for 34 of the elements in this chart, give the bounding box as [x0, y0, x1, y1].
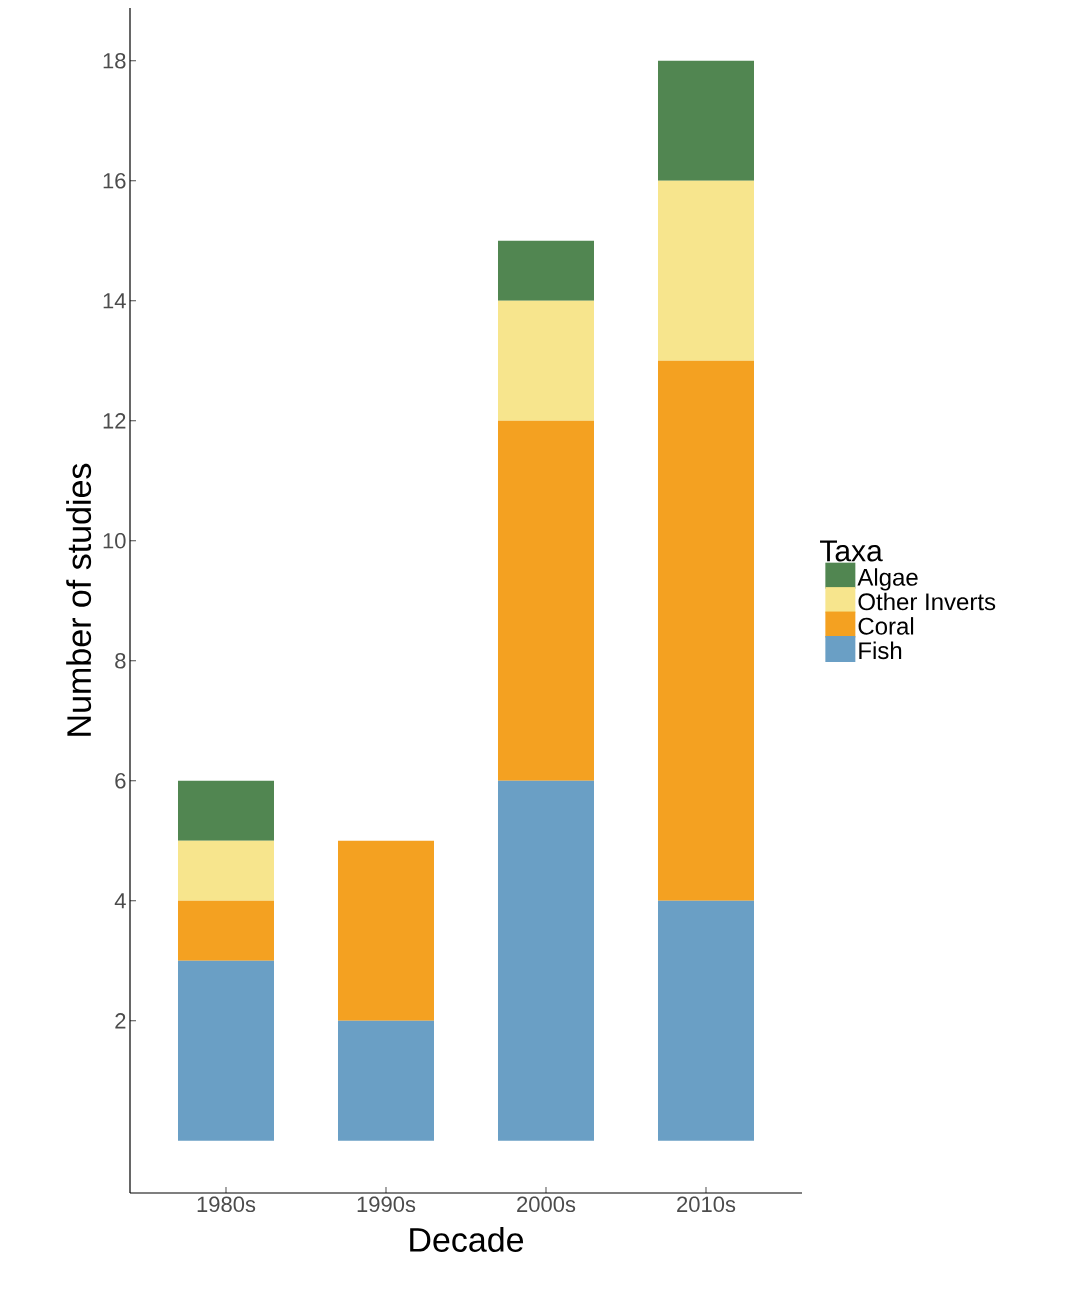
x-tick-label: 2010s — [677, 1196, 736, 1213]
x-tick-label: 1980s — [197, 1196, 256, 1213]
bar — [498, 300, 594, 421]
y-tick-label: 16 — [103, 172, 126, 189]
legend-label: Fish — [859, 641, 902, 660]
y-tick-label: 14 — [103, 293, 126, 309]
bar — [658, 360, 754, 901]
legend-label: Algae — [857, 568, 918, 591]
bar — [658, 60, 754, 181]
y-tick-label: 8 — [115, 652, 126, 669]
bar — [178, 900, 274, 961]
y-tick-label: 18 — [103, 52, 126, 69]
bar — [338, 840, 434, 1021]
bar — [178, 780, 274, 841]
legend-label: Other Inverts — [858, 592, 996, 611]
bar — [338, 1020, 434, 1141]
x-tick-label: 1990s — [357, 1196, 416, 1213]
y-tick-label: 6 — [115, 772, 126, 789]
legend-label: Coral — [858, 617, 914, 635]
bar — [658, 900, 754, 1141]
bar — [178, 960, 274, 1141]
y-tick-label: 2 — [115, 1013, 126, 1029]
legend-title: Taxa — [820, 540, 883, 562]
bar — [498, 780, 594, 1141]
bar — [498, 240, 594, 301]
y-tick-label: 12 — [103, 413, 126, 429]
y-tick-label: 4 — [114, 893, 126, 909]
x-axis-title: Decade — [410, 1226, 524, 1252]
y-axis-title: Number of studies — [66, 463, 92, 736]
bar — [178, 840, 274, 901]
bar — [658, 180, 754, 361]
bar — [498, 420, 594, 781]
x-tick-label: 2000s — [517, 1196, 576, 1213]
y-tick-label: 10 — [103, 532, 126, 549]
